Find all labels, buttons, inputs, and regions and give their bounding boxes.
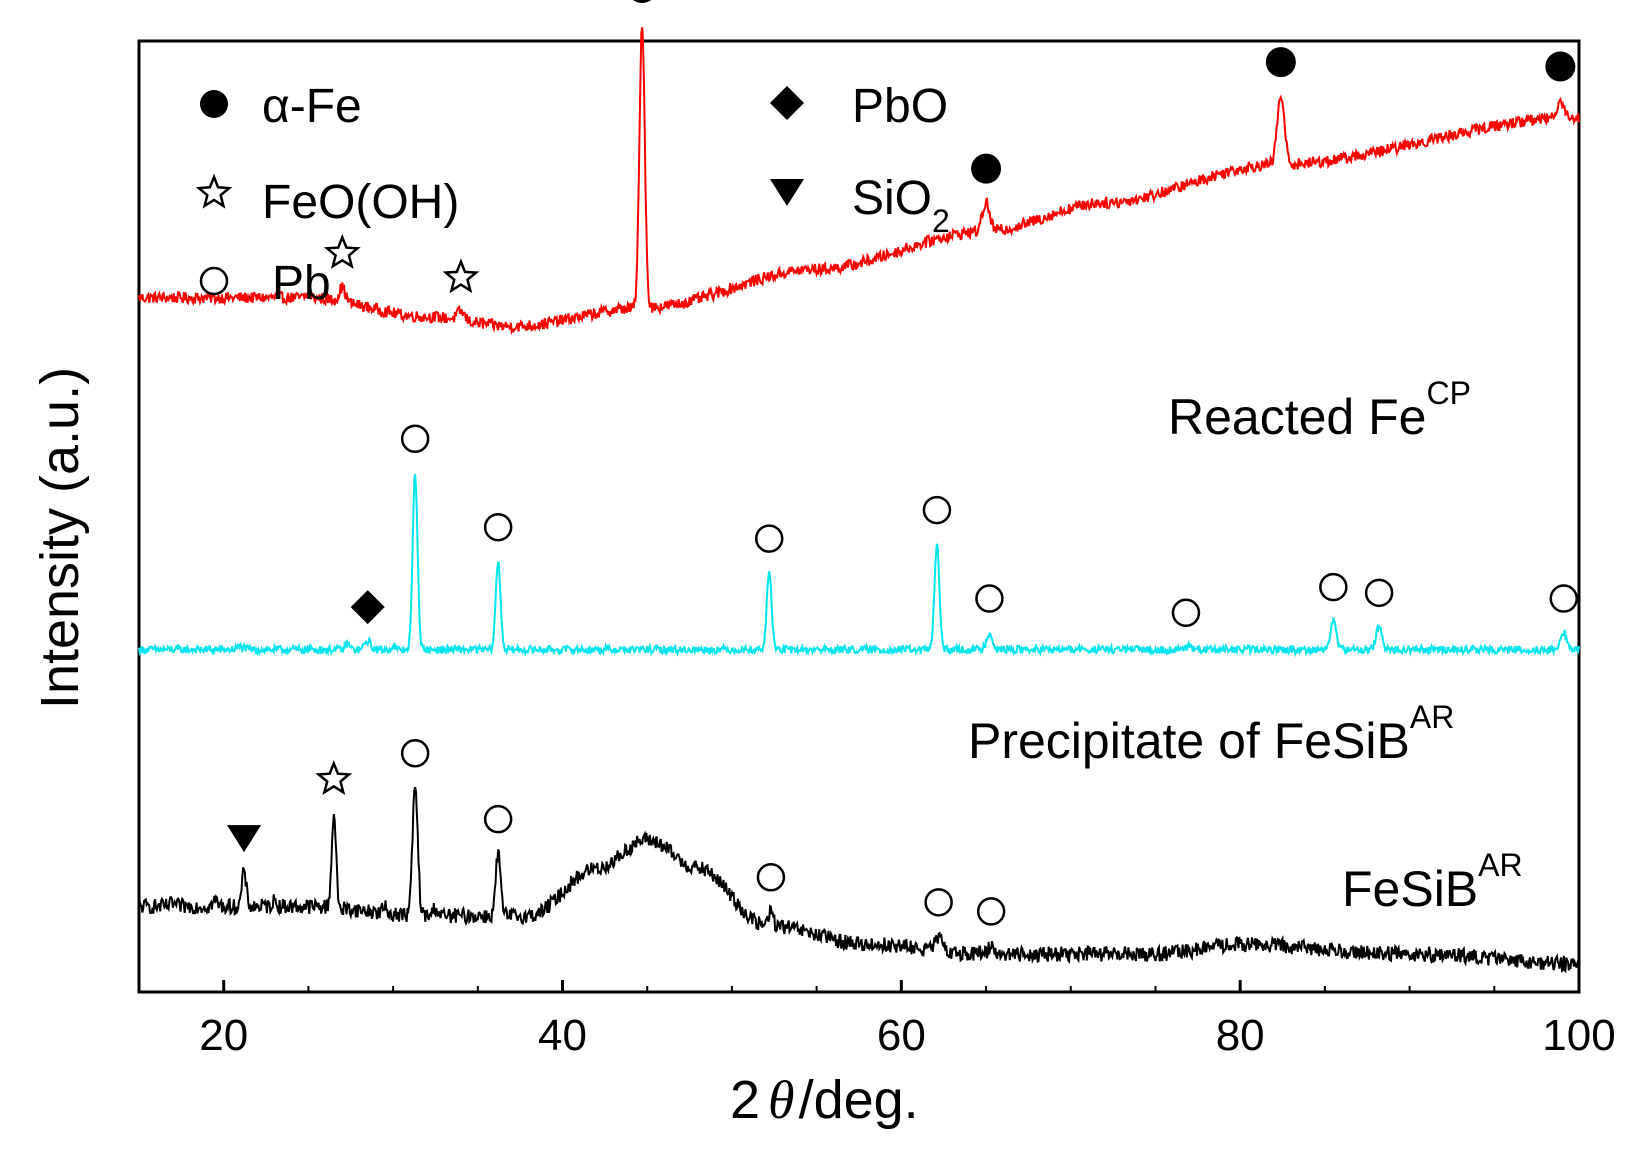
- legend-label-sio2-sub: 2: [932, 203, 950, 239]
- plot-frame: [137, 39, 1581, 994]
- peak-marker-open-circle: [400, 424, 430, 454]
- series-line-1: [138, 474, 1580, 658]
- legend-label-pbo: PbO: [852, 80, 948, 133]
- series-label-precipitate-sup: AR: [1410, 699, 1454, 735]
- series-label-fesib-main: FeSiB: [1342, 861, 1478, 917]
- legend-label-sio2-main: SiO: [852, 172, 932, 225]
- xrd-curves: [138, 27, 1580, 974]
- x-axis-ticks: 20 40 60 80 100: [138, 980, 1616, 1060]
- peak-marker-open-circle: [922, 495, 952, 525]
- peak-marker-open-circle: [1549, 584, 1579, 613]
- x-tick-label: 60: [877, 1011, 926, 1060]
- peak-marker-open-circle: [976, 897, 1006, 926]
- series-label-fesib: FeSiBAR: [1342, 847, 1523, 917]
- series-label-reacted: Reacted FeCP: [1168, 375, 1471, 445]
- series-label-reacted-main: Reacted Fe: [1168, 389, 1426, 445]
- x-tick-label: 20: [199, 1011, 248, 1060]
- legend-label-alpha-fe: α-Fe: [262, 80, 362, 133]
- peak-marker-filled-circle: [971, 153, 1002, 184]
- peak-marker-open-circle: [1171, 598, 1201, 628]
- peak-marker-filled-circle: [1545, 51, 1576, 82]
- legend-item-sio2: SiO2: [770, 172, 950, 239]
- y-axis-title: Intensity (a.u.): [30, 367, 90, 709]
- peak-marker-open-circle: [1364, 578, 1394, 608]
- filled-circle-icon: [200, 90, 228, 118]
- peak-marker-open-circle: [924, 888, 953, 917]
- legend-label-pb: Pb: [272, 257, 331, 310]
- x-axis-title: 2 θ/deg.: [730, 1070, 919, 1130]
- peak-marker-filled-circle: [1265, 47, 1296, 78]
- peak-marker-open-circle: [756, 863, 786, 892]
- peak-marker-filled-triangle-down: [227, 825, 262, 853]
- peak-marker-open-circle: [1319, 572, 1348, 602]
- x-axis-title-suffix: /deg.: [799, 1070, 919, 1130]
- open-star-icon: [195, 173, 233, 209]
- x-tick-label: 100: [1542, 1011, 1615, 1060]
- open-circle-icon: [199, 266, 229, 296]
- legend-label-sio2: SiO2: [852, 172, 950, 239]
- x-tick-label: 80: [1216, 1011, 1265, 1060]
- peak-markers: [227, 0, 1579, 926]
- peak-marker-open-star: [315, 760, 353, 796]
- series-label-precipitate-main: Precipitate of FeSiB: [968, 713, 1410, 769]
- filled-triangle-down-icon: [770, 179, 804, 206]
- peak-marker-open-circle: [400, 739, 430, 768]
- filled-diamond-icon: [770, 86, 804, 120]
- legend-item-alpha-fe: α-Fe: [200, 80, 362, 133]
- legend: α-Fe FeO(OH) Pb PbO SiO2: [195, 80, 950, 310]
- peak-marker-open-circle: [754, 524, 784, 553]
- x-axis-title-prefix: 2: [730, 1070, 760, 1130]
- legend-label-feooh: FeO(OH): [262, 176, 459, 229]
- peak-marker-open-circle: [975, 584, 1004, 613]
- peak-marker-open-circle: [483, 804, 513, 834]
- legend-item-feooh: FeO(OH): [195, 173, 459, 229]
- peak-marker-filled-diamond: [350, 590, 385, 625]
- x-tick-label: 40: [538, 1011, 587, 1060]
- series-line-2: [138, 786, 1580, 974]
- series-label-fesib-sup: AR: [1478, 847, 1522, 883]
- peak-marker-open-star: [442, 258, 480, 294]
- series-label-precipitate: Precipitate of FeSiBAR: [968, 699, 1454, 769]
- legend-item-pbo: PbO: [770, 80, 948, 133]
- peak-marker-filled-circle: [633, 0, 652, 4]
- series-label-reacted-sup: CP: [1426, 375, 1470, 411]
- peak-marker-open-circle: [483, 512, 513, 542]
- x-axis-title-symbol: θ: [768, 1070, 795, 1130]
- legend-item-pb: Pb: [199, 257, 331, 310]
- peak-marker-open-star: [323, 233, 361, 269]
- series-line-0: [138, 27, 1580, 336]
